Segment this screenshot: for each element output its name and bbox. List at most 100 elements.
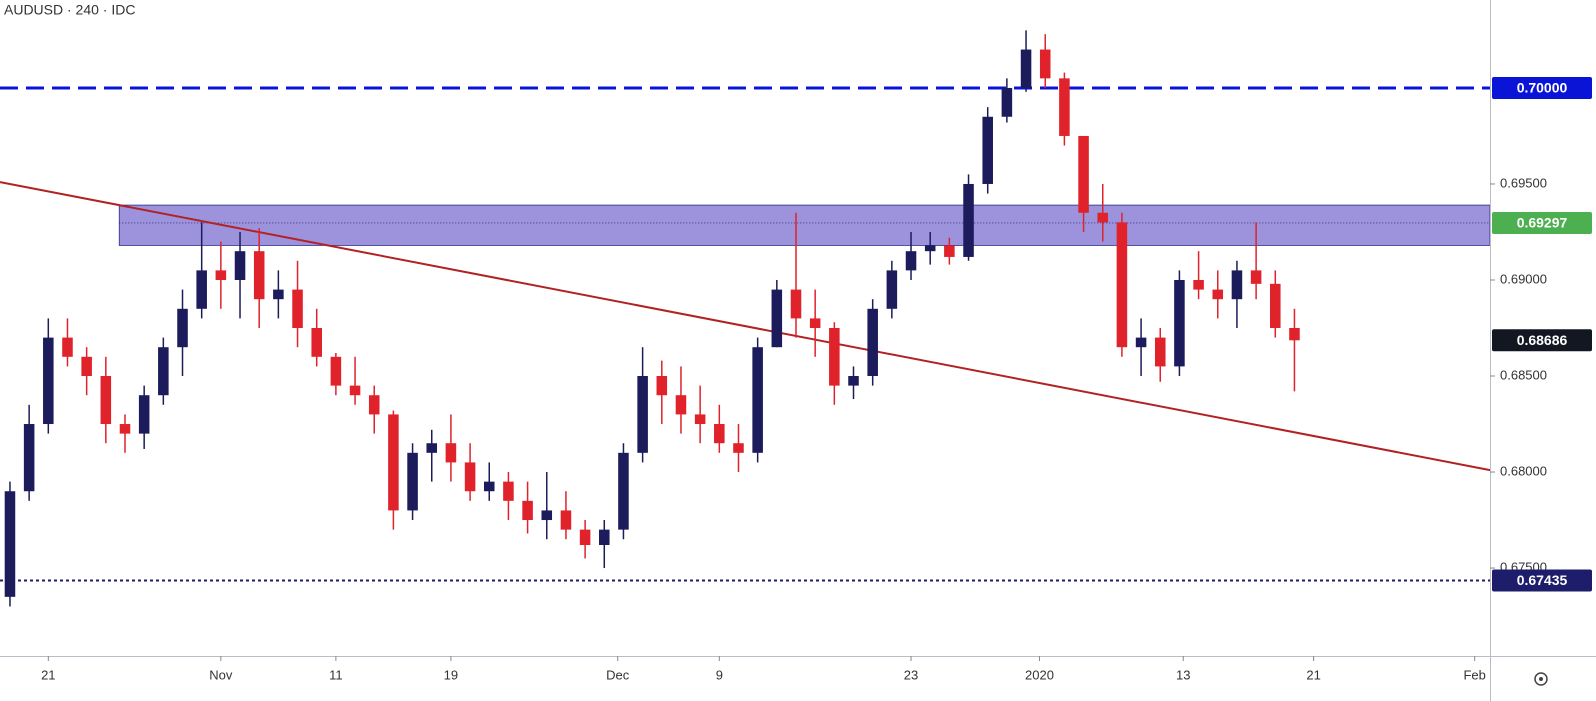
candle-body bbox=[407, 452, 418, 511]
trendline bbox=[0, 181, 1491, 472]
candle-body bbox=[963, 183, 974, 257]
candle-body bbox=[177, 308, 188, 348]
candle-body bbox=[694, 414, 706, 425]
candle-body bbox=[1231, 270, 1243, 300]
candle-body bbox=[253, 251, 265, 300]
candle-body bbox=[675, 395, 687, 415]
x-tick-label: 9 bbox=[716, 667, 723, 682]
candle-body bbox=[234, 251, 246, 280]
candle-body bbox=[886, 270, 898, 309]
candle-body bbox=[1212, 289, 1224, 300]
candle-body bbox=[1250, 270, 1262, 284]
candle-body bbox=[62, 337, 73, 357]
candle-body bbox=[944, 245, 955, 257]
candle-body bbox=[138, 395, 150, 434]
y-tick-label: 0.69500 bbox=[1500, 175, 1547, 190]
chart-title: AUDUSD · 240 · IDC bbox=[4, 2, 135, 18]
candle-body bbox=[599, 529, 610, 546]
candle-body bbox=[503, 481, 514, 501]
candle-body bbox=[368, 395, 380, 415]
candle-body bbox=[924, 245, 936, 252]
x-tick-label: Dec bbox=[606, 667, 630, 682]
plot-area bbox=[0, 30, 1491, 607]
level-price-label-box bbox=[1492, 569, 1592, 592]
candle-body bbox=[330, 356, 342, 386]
candle-body bbox=[81, 356, 92, 377]
candle-body bbox=[848, 376, 859, 386]
candle-body bbox=[1193, 279, 1204, 290]
settings-gear[interactable] bbox=[1534, 672, 1548, 686]
candle-body bbox=[196, 270, 207, 309]
x-tick-label: Feb bbox=[1463, 667, 1485, 682]
candle-body bbox=[43, 337, 54, 425]
candle-body bbox=[829, 328, 840, 386]
candle-body bbox=[656, 376, 668, 396]
candle-body bbox=[1097, 212, 1109, 223]
candle-body bbox=[1174, 279, 1185, 367]
candle-body bbox=[273, 289, 284, 300]
candle-body bbox=[1039, 49, 1051, 79]
candle-body bbox=[579, 529, 591, 546]
candle-body bbox=[388, 414, 399, 511]
candle-body bbox=[752, 347, 763, 453]
x-tick-label: 19 bbox=[444, 667, 458, 682]
candle-body bbox=[100, 376, 112, 425]
level-price-label: 0.70000 bbox=[1517, 80, 1568, 96]
candle-body bbox=[541, 510, 553, 521]
candle-body bbox=[158, 347, 169, 396]
settings-icon[interactable] bbox=[1534, 672, 1548, 686]
candle-body bbox=[23, 424, 35, 492]
candle-body bbox=[292, 289, 303, 328]
candle-body bbox=[349, 385, 361, 396]
candle-body bbox=[426, 443, 438, 453]
zone-price-label: 0.69297 bbox=[1517, 215, 1568, 231]
last-price-label: 0.68686 bbox=[1517, 332, 1568, 348]
y-tick-label: 0.69000 bbox=[1500, 271, 1547, 286]
candle-body bbox=[1270, 283, 1281, 328]
candle-body bbox=[464, 462, 476, 492]
candle-body bbox=[771, 289, 783, 348]
candle-body bbox=[560, 510, 572, 530]
x-tick-label: 13 bbox=[1176, 667, 1190, 682]
candle-body bbox=[867, 308, 878, 377]
level-price-label: 0.67435 bbox=[1517, 572, 1568, 588]
candle-body bbox=[905, 251, 917, 271]
candle-body bbox=[311, 328, 322, 357]
candle-body bbox=[1059, 78, 1070, 136]
candle-body bbox=[790, 289, 802, 319]
candle-body bbox=[618, 452, 629, 530]
resistance-zone bbox=[118, 204, 1491, 246]
level-price-label-box bbox=[1492, 76, 1592, 99]
x-tick-label: 2020 bbox=[1025, 667, 1054, 682]
candle-body bbox=[1135, 337, 1147, 348]
candle-body bbox=[714, 424, 725, 444]
candle-body bbox=[637, 376, 648, 453]
candle-body bbox=[733, 443, 744, 453]
candle-body bbox=[1001, 87, 1013, 117]
x-tick-label: 23 bbox=[904, 667, 918, 682]
candle-body bbox=[483, 481, 495, 492]
candle-body bbox=[4, 491, 16, 597]
x-tick-label: 11 bbox=[329, 667, 343, 682]
candle-body bbox=[1020, 49, 1032, 88]
zone-price-label-box bbox=[1492, 211, 1592, 234]
candle-body bbox=[522, 500, 533, 521]
last-price-label-box bbox=[1492, 329, 1592, 352]
candle-body bbox=[1289, 328, 1300, 341]
candle-body bbox=[1116, 222, 1128, 348]
candle-body bbox=[215, 270, 227, 280]
candle-body bbox=[809, 318, 821, 328]
candle-body bbox=[982, 116, 993, 184]
candle-body bbox=[445, 443, 457, 463]
y-tick-label: 0.68500 bbox=[1500, 367, 1547, 382]
candle-body bbox=[1154, 337, 1166, 367]
x-tick-label: 21 bbox=[41, 667, 55, 682]
y-tick-label: 0.68000 bbox=[1500, 463, 1547, 478]
settings-gear-center[interactable] bbox=[1539, 677, 1543, 681]
candle-body bbox=[119, 424, 131, 434]
candle-body bbox=[1078, 135, 1089, 213]
